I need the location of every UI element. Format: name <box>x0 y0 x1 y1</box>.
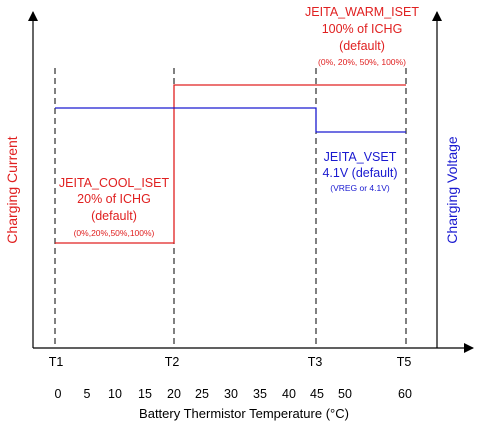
temp-tick: 0 <box>55 387 62 401</box>
temp-tick: 40 <box>282 387 296 401</box>
threshold-label-t3: T3 <box>308 355 323 369</box>
charging-voltage-line <box>55 107 406 133</box>
cool-iset-default: (default) <box>91 209 137 223</box>
cool-iset-name: JEITA_COOL_ISET <box>59 176 170 190</box>
warm-iset-default: (default) <box>339 39 385 53</box>
vset-value: 4.1V (default) <box>322 166 397 180</box>
vset-name: JEITA_VSET <box>324 150 397 164</box>
warm-iset-options: (0%, 20%, 50%, 100%) <box>318 57 406 67</box>
charging-voltage-label: Charging Voltage <box>444 136 460 244</box>
charging-current-label: Charging Current <box>4 136 20 243</box>
threshold-label-t5: T5 <box>397 355 412 369</box>
charging-current-line <box>55 84 406 244</box>
temp-tick: 5 <box>84 387 91 401</box>
threshold-label-t2: T2 <box>165 355 180 369</box>
temp-tick: 10 <box>108 387 122 401</box>
temp-tick: 30 <box>224 387 238 401</box>
warm-iset-name: JEITA_WARM_ISET <box>305 5 419 19</box>
warm-iset-value: 100% of ICHG <box>322 22 403 36</box>
temp-tick: 25 <box>195 387 209 401</box>
cool-iset-value: 20% of ICHG <box>77 192 151 206</box>
cool-iset-options: (0%,20%,50%,100%) <box>74 228 155 238</box>
x-axis-label: Battery Thermistor Temperature (°C) <box>139 406 349 421</box>
vset-options: (VREG or 4.1V) <box>330 183 390 193</box>
temp-tick: 60 <box>398 387 412 401</box>
temp-tick: 15 <box>138 387 152 401</box>
temp-tick: 20 <box>167 387 181 401</box>
temp-tick: 50 <box>338 387 352 401</box>
temp-tick: 45 <box>310 387 324 401</box>
temp-tick: 35 <box>253 387 267 401</box>
threshold-label-t1: T1 <box>49 355 64 369</box>
